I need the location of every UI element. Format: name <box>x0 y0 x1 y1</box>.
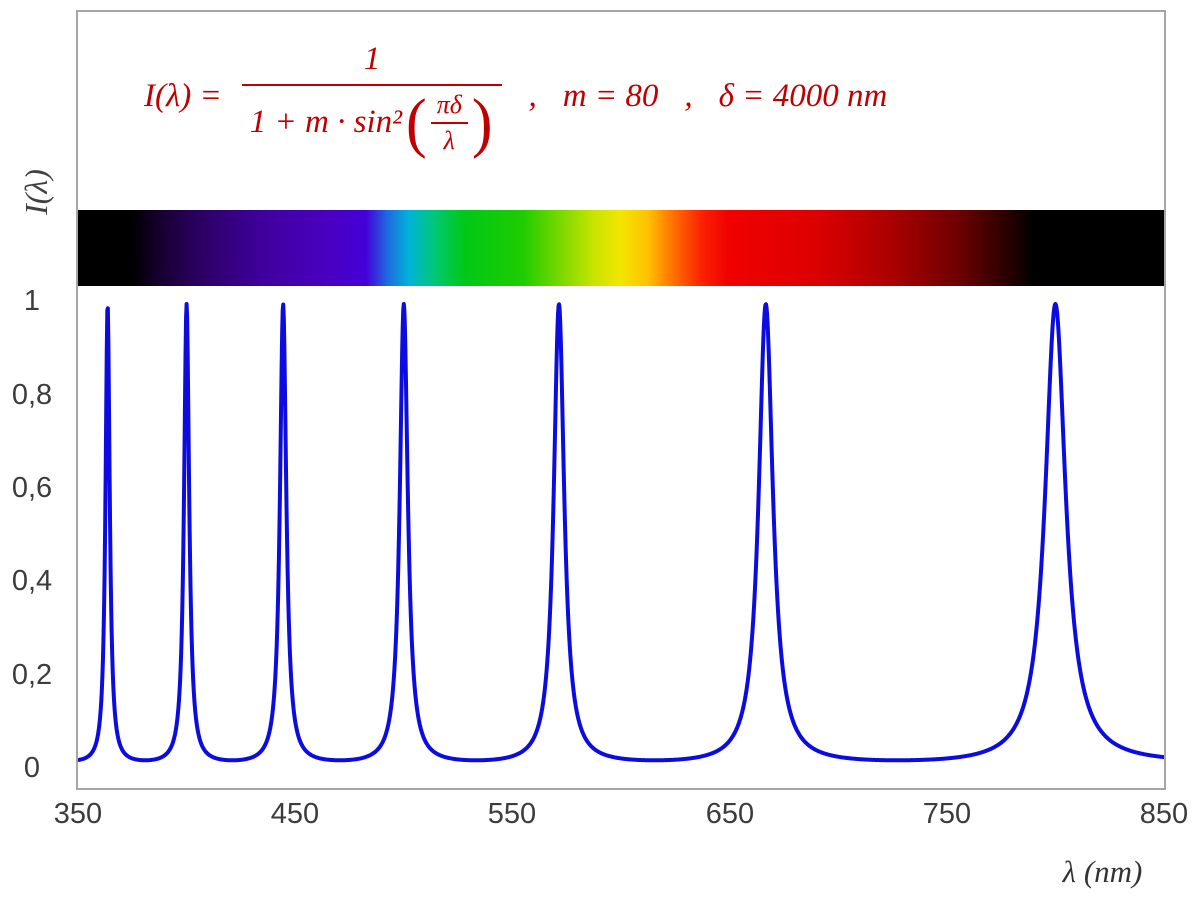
y-tick-label: 0,2 <box>11 659 53 691</box>
formula-separator: , <box>684 78 693 115</box>
x-tick-label: 850 <box>1139 798 1189 830</box>
y-tick-label: 0,8 <box>11 379 53 411</box>
x-tick-label: 750 <box>922 798 972 830</box>
fraction-denominator: 1 + m · sin² ( πδ λ ) <box>241 84 503 160</box>
y-tick-label: 1 <box>23 285 41 317</box>
x-axis-title: λ (nm) <box>1062 854 1143 889</box>
intensity-curve-svg <box>78 302 1164 763</box>
formula-param-m: m = 80 <box>562 78 659 115</box>
open-paren: ( <box>406 86 427 160</box>
x-tick-label: 450 <box>270 798 320 830</box>
plot-frame: I(λ) = 1 1 + m · sin² ( πδ λ ) , m = 80 … <box>76 10 1166 790</box>
denominator-prefix: 1 + m · sin² <box>249 104 403 141</box>
inner-fraction: πδ λ <box>430 90 468 156</box>
fraction-numerator: 1 <box>363 41 381 77</box>
intensity-curve <box>78 302 1164 763</box>
y-tick-label: 0,6 <box>11 472 53 504</box>
formula-fraction: 1 1 + m · sin² ( πδ λ ) <box>241 38 503 160</box>
inner-fraction-denominator: λ <box>443 125 455 155</box>
formula-lhs: I(λ) = <box>144 78 222 115</box>
close-paren: ) <box>471 86 493 160</box>
y-tick-label: 0 <box>23 752 41 784</box>
x-tick-label: 650 <box>705 798 755 830</box>
formula-param-delta: δ = 4000 nm <box>718 78 888 115</box>
x-tick-label: 350 <box>53 798 103 830</box>
x-tick-label: 550 <box>487 798 537 830</box>
inner-fraction-numerator: πδ <box>430 90 468 124</box>
formula-separator: , <box>528 78 537 115</box>
spectrum-bar <box>78 210 1164 286</box>
y-tick-label: 0,4 <box>11 565 53 597</box>
formula: I(λ) = 1 1 + m · sin² ( πδ λ ) , m = 80 … <box>144 38 887 156</box>
y-axis-title: I(λ) <box>18 169 54 215</box>
